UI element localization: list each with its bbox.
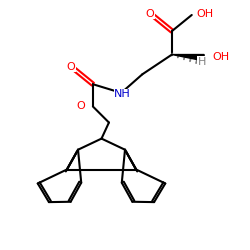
Text: OH: OH (196, 9, 213, 19)
Text: H: H (198, 57, 206, 67)
Text: O: O (145, 9, 154, 19)
Text: O: O (77, 102, 86, 112)
Text: NH: NH (114, 89, 131, 99)
Polygon shape (172, 54, 204, 61)
Text: OH: OH (212, 52, 229, 62)
Text: O: O (66, 62, 75, 72)
